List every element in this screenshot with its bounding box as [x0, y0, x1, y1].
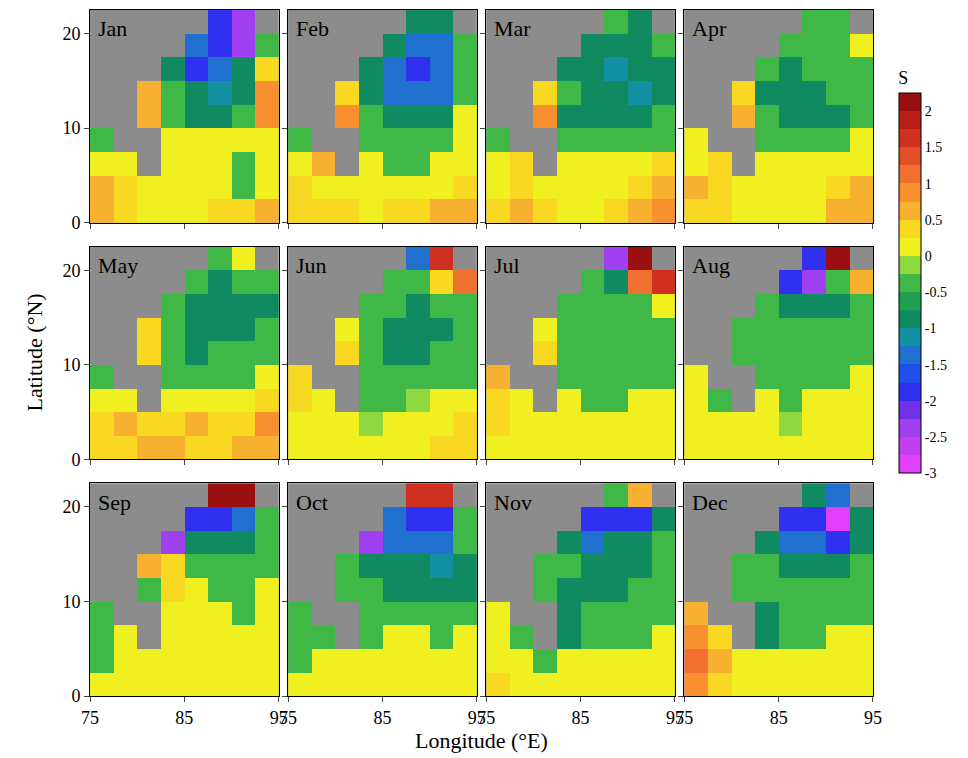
svg-text:10: 10 — [62, 355, 80, 375]
svg-text:Aug: Aug — [692, 253, 730, 278]
svg-text:Dec: Dec — [692, 490, 728, 515]
svg-text:2: 2 — [925, 104, 932, 119]
svg-text:Latitude (°N): Latitude (°N) — [22, 293, 47, 411]
svg-text:Jul: Jul — [494, 253, 520, 278]
svg-text:-1.5: -1.5 — [925, 358, 947, 373]
svg-text:0: 0 — [71, 686, 80, 706]
svg-text:20: 20 — [62, 497, 80, 517]
svg-text:0: 0 — [71, 213, 80, 233]
svg-text:0.5: 0.5 — [925, 213, 943, 228]
svg-text:1: 1 — [925, 177, 932, 192]
svg-text:95: 95 — [864, 708, 882, 728]
svg-text:0: 0 — [71, 450, 80, 470]
svg-text:-2: -2 — [925, 394, 937, 409]
svg-text:20: 20 — [62, 24, 80, 44]
svg-text:95: 95 — [468, 708, 486, 728]
svg-text:Nov: Nov — [494, 490, 532, 515]
svg-text:Sep: Sep — [98, 490, 131, 515]
svg-text:75: 75 — [477, 708, 495, 728]
svg-text:1.5: 1.5 — [925, 140, 943, 155]
svg-text:85: 85 — [572, 708, 590, 728]
svg-text:85: 85 — [770, 708, 788, 728]
svg-text:-3: -3 — [925, 466, 937, 481]
svg-text:10: 10 — [62, 118, 80, 138]
svg-text:-0.5: -0.5 — [925, 285, 947, 300]
svg-text:Longitude (°E): Longitude (°E) — [415, 728, 548, 753]
svg-text:20: 20 — [62, 261, 80, 281]
svg-text:85: 85 — [175, 708, 193, 728]
svg-text:95: 95 — [666, 708, 684, 728]
svg-text:Mar: Mar — [494, 16, 531, 41]
svg-text:Apr: Apr — [692, 16, 727, 41]
svg-text:75: 75 — [279, 708, 297, 728]
svg-text:0: 0 — [925, 249, 932, 264]
svg-text:Oct: Oct — [296, 490, 328, 515]
svg-text:May: May — [98, 253, 138, 278]
svg-text:Jun: Jun — [296, 253, 327, 278]
svg-text:85: 85 — [373, 708, 391, 728]
svg-text:95: 95 — [270, 708, 288, 728]
svg-text:Feb: Feb — [296, 16, 329, 41]
svg-text:Jan: Jan — [98, 16, 127, 41]
svg-text:75: 75 — [675, 708, 693, 728]
svg-text:S: S — [898, 68, 908, 88]
svg-text:10: 10 — [62, 592, 80, 612]
svg-text:75: 75 — [81, 708, 99, 728]
svg-text:-1: -1 — [925, 321, 937, 336]
svg-text:-2.5: -2.5 — [925, 430, 947, 445]
